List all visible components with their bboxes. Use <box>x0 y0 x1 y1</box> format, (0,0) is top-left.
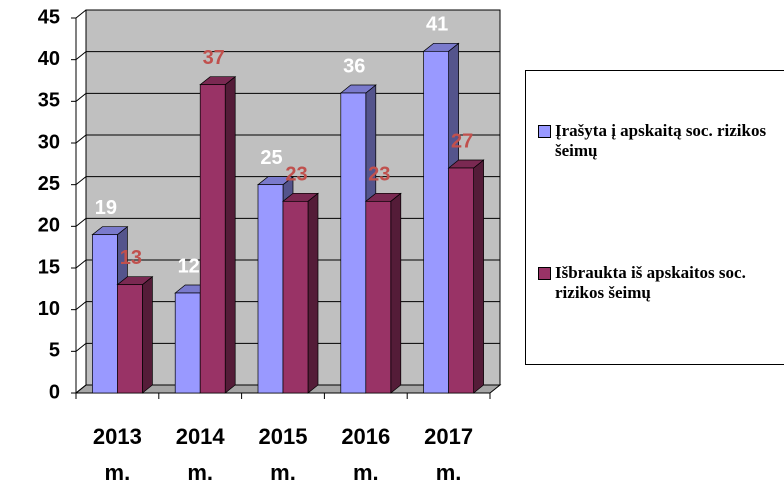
value-label: 23 <box>285 164 307 186</box>
bar <box>257 184 284 394</box>
y-tick-label: 25 <box>38 173 60 195</box>
value-label: 19 <box>95 197 117 219</box>
x-tick-label: 2016 m. <box>341 424 391 485</box>
legend-label: Įrašyta į apskaitą soc. rizikos šeimų <box>555 121 767 160</box>
bar <box>282 200 309 394</box>
value-label: 27 <box>451 130 473 152</box>
y-tick-label: 40 <box>38 48 60 70</box>
bar <box>117 284 143 394</box>
bar-side <box>390 192 402 394</box>
x-tick-label: 2013 m. <box>92 424 142 485</box>
value-label: 25 <box>260 147 282 169</box>
x-tick-label: 2014 m. <box>175 424 225 485</box>
y-tick-label: 15 <box>38 256 60 278</box>
value-label: 23 <box>368 164 390 186</box>
y-tick-label: 5 <box>49 340 60 362</box>
bar <box>199 84 226 394</box>
legend-entry: Įrašyta į apskaitą soc. rizikos šeimų <box>538 121 778 161</box>
grid-line <box>75 51 500 61</box>
legend: Įrašyta į apskaitą soc. rizikos šeimų Išb… <box>525 70 784 365</box>
y-tick-label: 30 <box>38 131 60 153</box>
y-tick-label: 35 <box>38 90 60 112</box>
bar-side <box>473 159 484 394</box>
legend-swatch <box>538 267 551 280</box>
bar <box>174 292 201 394</box>
y-tick-label: 20 <box>38 215 60 237</box>
bar <box>448 167 474 394</box>
bar <box>340 92 367 394</box>
value-label: 12 <box>178 255 200 277</box>
value-label: 37 <box>203 47 225 69</box>
bar-side <box>224 75 236 394</box>
bar <box>92 234 118 394</box>
legend-label: Išbraukta iš apskaitos soc. rizikos šeim… <box>555 263 746 302</box>
grid-line <box>75 9 500 19</box>
y-tick-label: 45 <box>38 6 60 28</box>
bar-side <box>307 192 319 394</box>
bar-side <box>142 275 153 394</box>
x-tick-label: 2015 m. <box>258 424 308 485</box>
legend-entry: Išbraukta iš apskaitos soc. rizikos šeim… <box>538 263 778 303</box>
legend-swatch <box>538 125 551 138</box>
y-tick-label: 0 <box>49 381 60 403</box>
value-label: 41 <box>426 14 448 36</box>
x-tick-label: 2017 m. <box>424 424 474 485</box>
value-label: 36 <box>343 55 365 77</box>
bar <box>365 200 392 394</box>
value-label: 13 <box>120 247 142 269</box>
y-tick-label: 10 <box>38 298 60 320</box>
bar <box>423 50 449 394</box>
